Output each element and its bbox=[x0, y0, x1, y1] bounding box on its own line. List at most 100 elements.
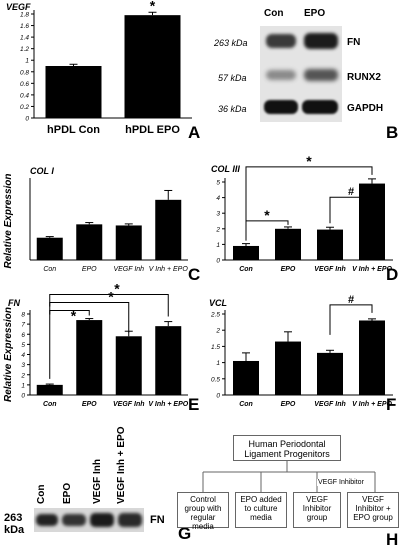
category-label: Con bbox=[239, 401, 253, 408]
band-g-vegf-inh-epo bbox=[118, 513, 142, 527]
blot-g-band-label: FN bbox=[150, 514, 165, 526]
blot-g-kda: 263 kDa bbox=[4, 512, 25, 536]
y-tick-label: 0.4 bbox=[20, 92, 29, 99]
category-label: EPO bbox=[281, 401, 296, 408]
y-tick-label: 1.6 bbox=[20, 23, 29, 30]
y-tick-label: 1 bbox=[216, 242, 220, 249]
bar bbox=[275, 228, 301, 260]
y-tick-label: 0 bbox=[25, 116, 29, 123]
band-g-epo bbox=[62, 514, 86, 526]
category-label: Con bbox=[239, 266, 253, 273]
category-label: V Inh + EPO bbox=[148, 401, 188, 408]
bar bbox=[275, 341, 301, 395]
category-label: V Inh + EPO bbox=[352, 401, 392, 408]
chart-vegf: VEGF 0 0.2 0.4 0.6 0.8 1 1.2 1.4 1.6 1.8 hPDL Con hP… bbox=[6, 0, 192, 136]
category-label: hPDL EPO bbox=[125, 124, 180, 136]
blot-g-membrane bbox=[34, 508, 144, 532]
y-tick-label: 2 bbox=[20, 372, 25, 379]
kda-label-57: 57 kDa bbox=[218, 73, 247, 83]
significance-star: * bbox=[71, 308, 77, 324]
chart-title: VCL bbox=[209, 298, 227, 308]
category-label: EPO bbox=[82, 401, 97, 408]
band-runx2-epo bbox=[304, 69, 338, 81]
category-label: VEGF Inh bbox=[314, 401, 346, 408]
bar bbox=[45, 66, 102, 118]
band-label-fn: FN bbox=[347, 37, 361, 48]
significance-star: * bbox=[108, 289, 114, 305]
category-label: Con bbox=[43, 401, 57, 408]
y-tick-label: 5 bbox=[216, 180, 220, 187]
category-label: Con bbox=[43, 266, 56, 273]
blot-g-lane-labels: Con EPO VEGF Inh VEGF Inh + EPO bbox=[36, 426, 127, 504]
panel-c: COL I Relative Expression Con EPO VEGF Inh V … bbox=[0, 160, 200, 295]
bar bbox=[155, 326, 182, 395]
category-label: V Inh + EPO bbox=[149, 266, 189, 273]
blot-g-lane-vegf-inh-epo: VEGF Inh + EPO bbox=[116, 426, 127, 504]
y-tick-label: 8 bbox=[21, 312, 25, 319]
blot-b-membrane bbox=[260, 26, 342, 122]
diagram-connectors bbox=[202, 461, 376, 492]
significance-hash: # bbox=[348, 294, 354, 306]
kda-label-263: 263 kDa bbox=[214, 38, 248, 48]
y-tick-label: 0.2 bbox=[20, 104, 29, 111]
y-tick-label: 2 bbox=[215, 226, 220, 233]
band-runx2-con bbox=[266, 70, 296, 80]
y-tick-label: 2.5 bbox=[210, 312, 220, 319]
significance-bracket bbox=[49, 294, 169, 317]
y-tick-label: 0 bbox=[21, 393, 25, 400]
y-tick-label: 1 bbox=[21, 382, 25, 389]
band-label-runx2: RUNX2 bbox=[347, 72, 381, 83]
panel-letter-d: D bbox=[386, 265, 399, 284]
chart-title: COL III bbox=[211, 164, 240, 174]
band-fn-con bbox=[266, 34, 296, 48]
bar bbox=[359, 183, 385, 260]
y-tick-label: 1.5 bbox=[211, 344, 220, 351]
panel-letter-h: H bbox=[386, 530, 399, 549]
band-fn-epo bbox=[304, 33, 338, 49]
band-gapdh-con bbox=[264, 100, 298, 114]
panel-letter-g: G bbox=[178, 524, 192, 543]
bar bbox=[76, 224, 103, 260]
panel-letter-f: F bbox=[386, 395, 397, 414]
chart-col-i: COL I Relative Expression Con EPO VEGF Inh V … bbox=[3, 166, 189, 273]
category-label: VEGF Inh bbox=[314, 266, 346, 273]
diagram-child-vegf-inh: VEGF Inhibitor group bbox=[293, 492, 341, 528]
y-tick-label: 3 bbox=[216, 211, 220, 218]
blot-g-lane-epo: EPO bbox=[62, 483, 73, 504]
blot-b-lane-epo: EPO bbox=[304, 8, 326, 19]
y-tick-label: 0.8 bbox=[20, 69, 29, 76]
bar bbox=[115, 336, 142, 395]
significance-bracket bbox=[49, 310, 90, 379]
y-tick-label: 1.8 bbox=[20, 12, 29, 19]
significance-bracket bbox=[49, 302, 130, 333]
chart-title: VEGF bbox=[6, 2, 31, 12]
category-label: VEGF Inh bbox=[113, 266, 144, 273]
bar bbox=[155, 199, 182, 260]
panel-h: Human Periodontal Ligament Progenitors V… bbox=[175, 430, 403, 550]
significance-bracket bbox=[329, 196, 373, 224]
blot-g-lane-vegf-inh: VEGF Inh bbox=[92, 459, 103, 504]
bar bbox=[317, 352, 343, 395]
category-label: EPO bbox=[82, 266, 97, 273]
kda-label-36: 36 kDa bbox=[218, 104, 247, 114]
y-tick-label: 4 bbox=[216, 195, 220, 202]
band-g-con bbox=[36, 514, 58, 526]
bar bbox=[359, 320, 385, 395]
chart-vcl: VCL 0 0.5 1 1.5 2 2.5 Con EPO VEGF Inh V Inh + EPO… bbox=[209, 294, 393, 408]
y-tick-label: 7 bbox=[21, 322, 25, 329]
y-tick-label: 1 bbox=[25, 58, 29, 65]
diagram-child-control: Control group with regular media bbox=[177, 492, 229, 531]
chart-title: FN bbox=[8, 298, 20, 308]
category-label: V Inh + EPO bbox=[352, 266, 392, 273]
significance-star: * bbox=[264, 207, 270, 223]
significance-star: * bbox=[114, 281, 120, 297]
bar bbox=[233, 360, 259, 395]
blot-b-lane-con: Con bbox=[264, 8, 284, 19]
bar bbox=[36, 237, 63, 260]
category-label: hPDL Con bbox=[47, 124, 100, 136]
category-label: EPO bbox=[281, 266, 296, 273]
category-label: VEGF Inh bbox=[113, 401, 145, 408]
y-axis-label: Relative Expression bbox=[3, 307, 14, 402]
significance-hash: # bbox=[348, 186, 354, 198]
